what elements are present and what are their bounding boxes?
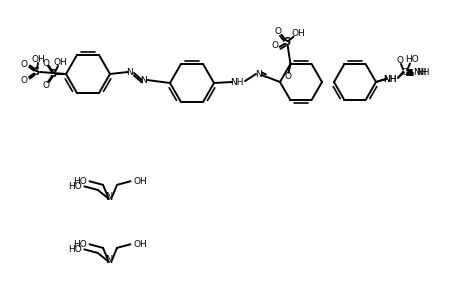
Text: S: S xyxy=(49,69,56,79)
Text: HO: HO xyxy=(68,245,82,254)
Text: OH: OH xyxy=(133,177,147,186)
Text: O: O xyxy=(42,80,50,89)
Text: N: N xyxy=(140,76,147,84)
Text: N: N xyxy=(126,68,133,76)
Text: N: N xyxy=(106,192,113,202)
Text: O: O xyxy=(20,59,27,69)
Text: OH: OH xyxy=(133,240,147,249)
Text: O: O xyxy=(396,55,403,65)
Text: NH: NH xyxy=(412,68,426,76)
Text: OH: OH xyxy=(53,58,67,66)
Text: N: N xyxy=(255,69,262,79)
Text: C: C xyxy=(401,68,407,76)
Text: NH: NH xyxy=(382,74,396,84)
Text: HO: HO xyxy=(73,240,87,249)
Text: O: O xyxy=(284,72,291,81)
Text: OH: OH xyxy=(31,54,45,64)
Text: NH: NH xyxy=(415,68,429,77)
Text: O: O xyxy=(274,27,281,36)
Text: O: O xyxy=(42,58,50,68)
Text: O: O xyxy=(20,76,27,84)
Text: S: S xyxy=(282,37,289,47)
Text: HO: HO xyxy=(404,55,418,64)
Text: NH: NH xyxy=(230,77,243,87)
Text: HO: HO xyxy=(73,177,87,186)
Text: N: N xyxy=(106,255,113,265)
Text: O: O xyxy=(271,41,278,50)
Text: HO: HO xyxy=(68,182,82,191)
Text: S: S xyxy=(32,67,40,77)
Text: NH: NH xyxy=(382,74,396,84)
Text: OH: OH xyxy=(291,29,305,38)
